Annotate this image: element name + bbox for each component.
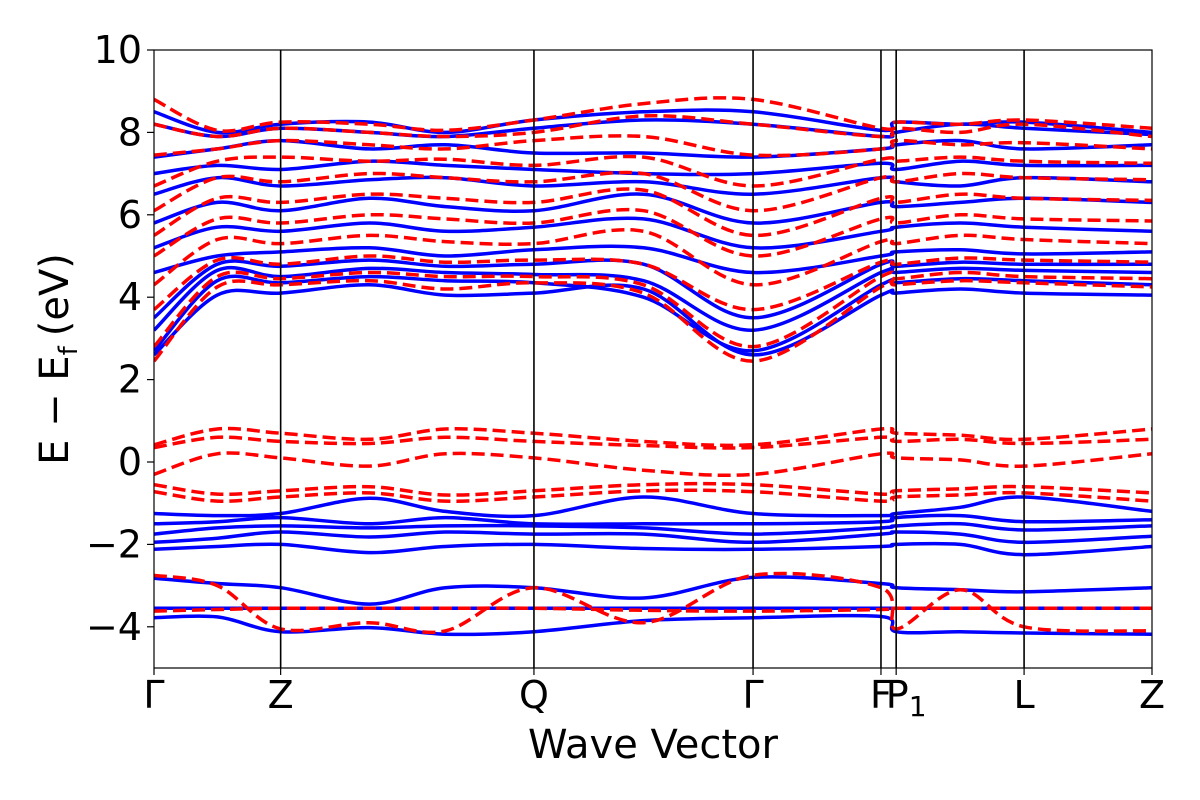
bands-layer: [154, 96, 1152, 637]
x-tick-label-6: L: [1013, 673, 1034, 717]
x-tick-label-4: F: [870, 673, 892, 717]
series-0-band-16: [154, 159, 1152, 177]
series-0-band-13: [154, 216, 1152, 250]
series-1-band-0: [154, 606, 1152, 613]
series-1-band-4: [154, 451, 1152, 478]
series-1-band-12: [154, 187, 1152, 238]
y-tick-label-0: −4: [86, 605, 142, 649]
series-1-band-2: [154, 488, 1152, 503]
y-tick-label-3: 2: [118, 358, 142, 402]
series-1-band-15: [154, 134, 1152, 158]
series-0-band-10: [154, 265, 1152, 332]
y-tick-label-1: −2: [86, 522, 142, 566]
x-tick-label-7: Z: [1139, 673, 1165, 717]
series-0-band-4: [154, 530, 1152, 545]
x-tick-label-2: Q: [519, 673, 549, 717]
y-tick-label-2: 0: [118, 440, 142, 484]
y-tick-label-7: 10: [94, 28, 142, 72]
y-axis-title-unit: (eV): [32, 253, 78, 336]
series-1-band-7: [154, 278, 1152, 363]
series-1-band-1: [154, 571, 1152, 635]
x-tick-label-1: Z: [268, 673, 294, 717]
y-axis-title: E − Ef (eV): [32, 253, 84, 465]
series-0-band-15: [154, 175, 1152, 196]
x-tick-label-5: P1: [886, 673, 927, 723]
series-1-band-11: [154, 207, 1152, 258]
series-1-band-16: [154, 113, 1152, 139]
series-0-band-6: [154, 513, 1152, 526]
x-tick-label-3: Γ: [742, 673, 763, 717]
y-tick-label-6: 8: [118, 110, 142, 154]
x-tick-label-0: Γ: [143, 673, 164, 717]
series-1-band-6: [154, 426, 1152, 448]
series-1-band-14: [154, 154, 1152, 188]
series-1-band-9: [154, 254, 1152, 312]
series-0-band-9: [154, 274, 1152, 353]
series-0-band-5: [154, 521, 1152, 536]
series-1-band-17: [154, 96, 1152, 133]
series-0-band-7: [154, 495, 1152, 519]
y-tick-label-4: 4: [118, 275, 142, 319]
y-tick-label-5: 6: [118, 193, 142, 237]
series-0-band-3: [154, 541, 1152, 557]
plot-frame: [153, 49, 1153, 669]
y-axis: −4 −2 0 2 4 6 8 10: [86, 28, 154, 649]
series-1-band-8: [154, 270, 1152, 349]
series-0-band-8: [154, 283, 1152, 357]
series-1-band-10: [154, 227, 1152, 287]
series-1-band-13: [154, 170, 1152, 213]
series-1-band-5: [154, 435, 1152, 450]
series-0-band-14: [154, 192, 1152, 225]
kpoint-lines: [279, 50, 1025, 668]
x-axis: Γ Z Q Γ FP1 L Z: [143, 668, 1165, 723]
y-axis-title-main: E − E: [32, 355, 78, 465]
y-axis-title-sub: f: [54, 345, 84, 355]
series-0-band-12: [154, 244, 1152, 275]
series-0-band-2: [154, 575, 1152, 606]
x-axis-title: Wave Vector: [528, 722, 779, 768]
series-1-band-3: [154, 481, 1152, 497]
